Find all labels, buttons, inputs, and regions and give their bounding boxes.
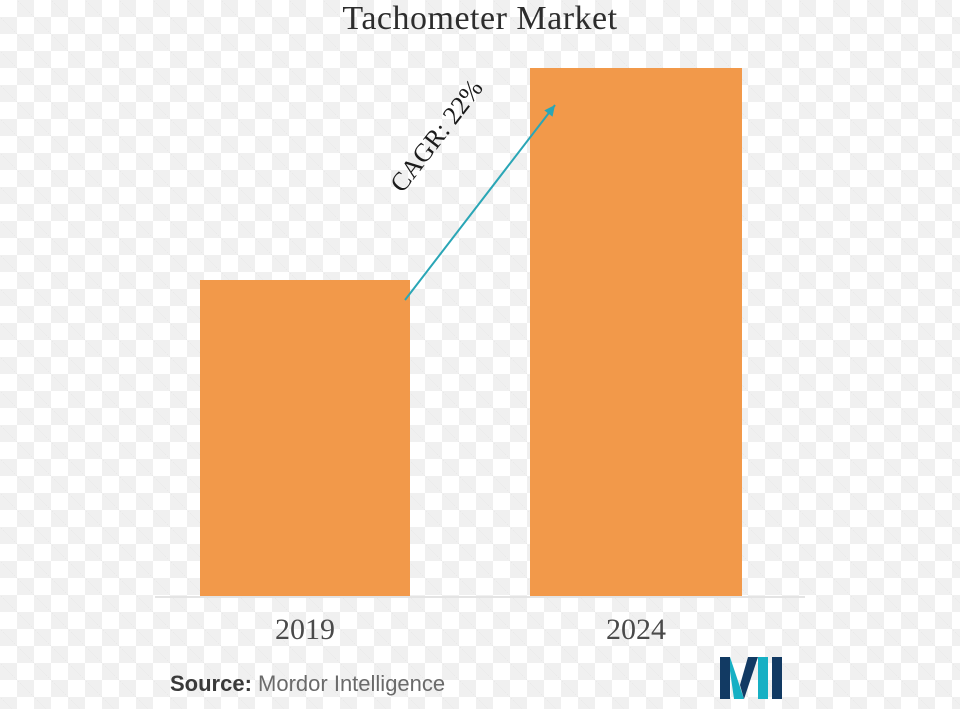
mi-logo-icon xyxy=(720,651,790,699)
bar-2024 xyxy=(530,68,742,596)
source-attribution: Source: Mordor Intelligence xyxy=(170,671,445,697)
transparency-checker-bg xyxy=(0,0,960,709)
xlabel-2019: 2019 xyxy=(200,613,410,647)
chart-canvas: Tachometer Market 20192024 CAGR: 22% Sou… xyxy=(0,0,960,709)
chart-title: Tachometer Market xyxy=(0,0,960,38)
source-label-bold: Source: xyxy=(170,671,252,696)
bar-2019 xyxy=(200,280,410,596)
x-axis-baseline xyxy=(155,596,805,598)
source-label-rest: Mordor Intelligence xyxy=(252,671,445,696)
xlabel-2024: 2024 xyxy=(530,613,742,647)
